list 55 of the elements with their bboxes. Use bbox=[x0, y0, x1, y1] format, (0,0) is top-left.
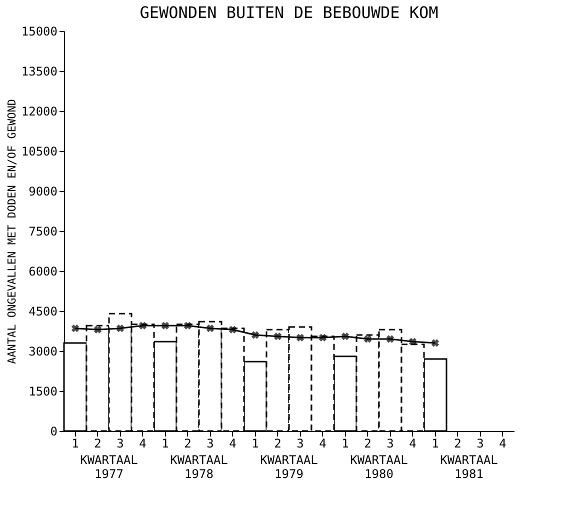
point bbox=[341, 332, 350, 340]
text: KWARTAAL 1978 bbox=[170, 453, 228, 481]
point bbox=[386, 335, 394, 343]
point bbox=[206, 324, 214, 332]
x-tick-label: 3 bbox=[476, 436, 484, 450]
point bbox=[184, 322, 192, 330]
text: KWARTAAL 1979 bbox=[260, 453, 318, 481]
point bbox=[274, 332, 282, 340]
point bbox=[161, 322, 170, 330]
point bbox=[116, 324, 124, 332]
point bbox=[228, 326, 237, 334]
x-tick-label: 2 bbox=[274, 436, 282, 450]
y-axis-title: AANTAL ONGEVALLEN MET DODEN EN/OF GEWOND bbox=[5, 99, 18, 364]
point bbox=[318, 334, 327, 342]
x-tick-label: 3 bbox=[386, 436, 394, 450]
point bbox=[251, 331, 260, 339]
y-tick-label: 0 bbox=[50, 424, 58, 438]
text: KWARTAAL 1977 bbox=[80, 453, 138, 481]
x-tick-label: 4 bbox=[409, 436, 416, 450]
y-tick-label: 13500 bbox=[21, 64, 58, 78]
point bbox=[71, 324, 80, 332]
y-tick-label: 12000 bbox=[21, 104, 58, 118]
x-tick-label: 4 bbox=[319, 436, 326, 450]
text: KWARTAAL 1980 bbox=[350, 453, 408, 481]
point bbox=[431, 339, 440, 347]
x-tick-label: 1 bbox=[252, 436, 259, 450]
x-tick-label: 1 bbox=[72, 436, 79, 450]
x-tick-label: 3 bbox=[206, 436, 214, 450]
x-tick-label: 1 bbox=[342, 436, 349, 450]
x-tick-label: 2 bbox=[364, 436, 372, 450]
x-tick-label: 3 bbox=[116, 436, 124, 450]
y-tick-label: 1500 bbox=[28, 384, 58, 398]
x-tick-label: 4 bbox=[499, 436, 506, 450]
y-tick-label: 7500 bbox=[28, 224, 58, 238]
x-tick-label: 1 bbox=[432, 436, 439, 450]
point bbox=[408, 338, 417, 346]
y-tick-label: 6000 bbox=[28, 264, 58, 278]
y-tick-label: 4500 bbox=[28, 304, 58, 318]
text: KWARTAAL 1981 bbox=[440, 453, 498, 481]
x-tick-label: 3 bbox=[296, 436, 304, 450]
point bbox=[94, 326, 102, 334]
x-tick-label: 2 bbox=[94, 436, 102, 450]
x-tick-label: 1 bbox=[162, 436, 169, 450]
point bbox=[138, 322, 147, 330]
y-tick-label: 3000 bbox=[28, 344, 58, 358]
x-tick-label: 4 bbox=[139, 436, 146, 450]
point bbox=[364, 335, 372, 343]
y-tick-label: 10500 bbox=[21, 144, 58, 158]
x-tick-label: 2 bbox=[454, 436, 462, 450]
chart-title: GEWONDEN BUITEN DE BEBOUWDE KOM bbox=[140, 3, 438, 22]
x-tick-label: 2 bbox=[184, 436, 192, 450]
y-tick-label: 9000 bbox=[28, 184, 58, 198]
point bbox=[296, 334, 304, 342]
x-tick-label: 4 bbox=[229, 436, 236, 450]
y-tick-label: 15000 bbox=[21, 24, 58, 38]
